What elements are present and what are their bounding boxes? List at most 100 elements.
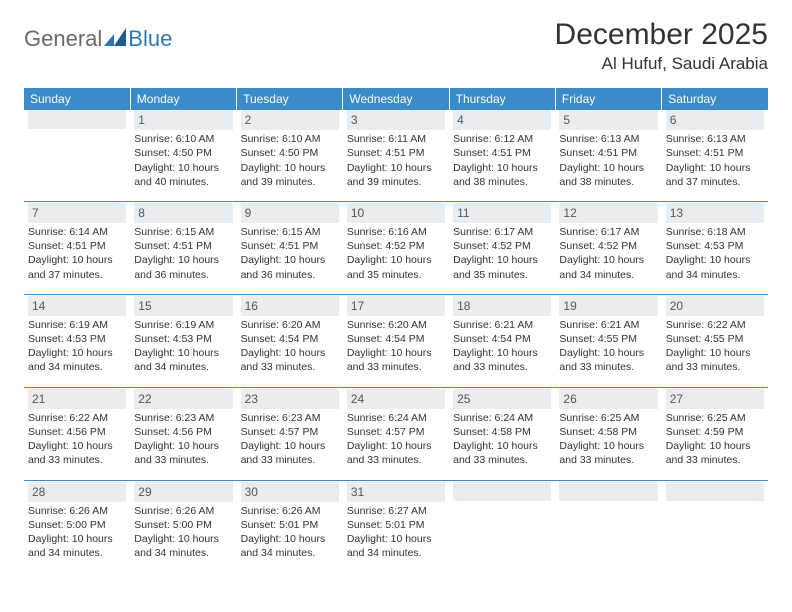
- sunrise-text: Sunrise: 6:18 AM: [666, 225, 764, 239]
- daylight-text: Daylight: 10 hours and 38 minutes.: [559, 161, 657, 189]
- daylight-text: Daylight: 10 hours and 39 minutes.: [347, 161, 445, 189]
- daylight-text: Daylight: 10 hours and 35 minutes.: [453, 253, 551, 281]
- daylight-text: Daylight: 10 hours and 34 minutes.: [134, 346, 232, 374]
- sunset-text: Sunset: 4:57 PM: [241, 425, 339, 439]
- daylight-text: Daylight: 10 hours and 40 minutes.: [134, 161, 232, 189]
- dow-sunday: Sunday: [24, 88, 130, 110]
- sunrise-text: Sunrise: 6:27 AM: [347, 504, 445, 518]
- sunset-text: Sunset: 4:51 PM: [134, 239, 232, 253]
- sunset-text: Sunset: 4:59 PM: [666, 425, 764, 439]
- calendar-day-cell: 12Sunrise: 6:17 AMSunset: 4:52 PMDayligh…: [555, 203, 661, 292]
- calendar-day-cell: [662, 482, 768, 571]
- daylight-text: Daylight: 10 hours and 33 minutes.: [241, 439, 339, 467]
- calendar-day-cell: 2Sunrise: 6:10 AMSunset: 4:50 PMDaylight…: [237, 110, 343, 199]
- day-number: 2: [241, 110, 339, 130]
- location: Al Hufuf, Saudi Arabia: [555, 54, 768, 74]
- calendar-day-cell: 20Sunrise: 6:22 AMSunset: 4:55 PMDayligh…: [662, 296, 768, 385]
- calendar-day-cell: 19Sunrise: 6:21 AMSunset: 4:55 PMDayligh…: [555, 296, 661, 385]
- daylight-text: Daylight: 10 hours and 33 minutes.: [241, 346, 339, 374]
- calendar-day-cell: 15Sunrise: 6:19 AMSunset: 4:53 PMDayligh…: [130, 296, 236, 385]
- day-number: [453, 482, 551, 501]
- day-number: 1: [134, 110, 232, 130]
- logo-text-blue: Blue: [128, 26, 172, 52]
- sunset-text: Sunset: 4:52 PM: [559, 239, 657, 253]
- day-number: 11: [453, 203, 551, 223]
- day-number: 9: [241, 203, 339, 223]
- calendar-day-cell: [449, 482, 555, 571]
- sunrise-text: Sunrise: 6:19 AM: [28, 318, 126, 332]
- sunset-text: Sunset: 4:53 PM: [666, 239, 764, 253]
- logo-icon: [104, 26, 126, 52]
- sunrise-text: Sunrise: 6:22 AM: [28, 411, 126, 425]
- day-number: 12: [559, 203, 657, 223]
- calendar-day-cell: 5Sunrise: 6:13 AMSunset: 4:51 PMDaylight…: [555, 110, 661, 199]
- daylight-text: Daylight: 10 hours and 33 minutes.: [453, 439, 551, 467]
- sunset-text: Sunset: 4:58 PM: [559, 425, 657, 439]
- sunrise-text: Sunrise: 6:15 AM: [241, 225, 339, 239]
- day-number: 27: [666, 389, 764, 409]
- calendar-day-cell: 16Sunrise: 6:20 AMSunset: 4:54 PMDayligh…: [237, 296, 343, 385]
- sunset-text: Sunset: 4:51 PM: [28, 239, 126, 253]
- calendar-body: 1Sunrise: 6:10 AMSunset: 4:50 PMDaylight…: [24, 110, 768, 570]
- daylight-text: Daylight: 10 hours and 34 minutes.: [28, 532, 126, 560]
- calendar-day-cell: 11Sunrise: 6:17 AMSunset: 4:52 PMDayligh…: [449, 203, 555, 292]
- sunrise-text: Sunrise: 6:10 AM: [134, 132, 232, 146]
- sunset-text: Sunset: 5:01 PM: [347, 518, 445, 532]
- dow-thursday: Thursday: [449, 88, 555, 110]
- sunset-text: Sunset: 4:51 PM: [347, 146, 445, 160]
- calendar-day-cell: 7Sunrise: 6:14 AMSunset: 4:51 PMDaylight…: [24, 203, 130, 292]
- sunrise-text: Sunrise: 6:24 AM: [347, 411, 445, 425]
- day-number: 18: [453, 296, 551, 316]
- day-number: 21: [28, 389, 126, 409]
- sunset-text: Sunset: 4:50 PM: [241, 146, 339, 160]
- sunset-text: Sunset: 4:52 PM: [347, 239, 445, 253]
- sunset-text: Sunset: 4:53 PM: [134, 332, 232, 346]
- daylight-text: Daylight: 10 hours and 33 minutes.: [666, 439, 764, 467]
- daylight-text: Daylight: 10 hours and 37 minutes.: [666, 161, 764, 189]
- daylight-text: Daylight: 10 hours and 35 minutes.: [347, 253, 445, 281]
- daylight-text: Daylight: 10 hours and 33 minutes.: [28, 439, 126, 467]
- logo-text-general: General: [24, 26, 102, 52]
- sunrise-text: Sunrise: 6:25 AM: [559, 411, 657, 425]
- calendar-week: 14Sunrise: 6:19 AMSunset: 4:53 PMDayligh…: [24, 296, 768, 385]
- calendar-day-cell: 21Sunrise: 6:22 AMSunset: 4:56 PMDayligh…: [24, 389, 130, 478]
- sunset-text: Sunset: 4:54 PM: [347, 332, 445, 346]
- sunset-text: Sunset: 4:54 PM: [453, 332, 551, 346]
- calendar-week: 21Sunrise: 6:22 AMSunset: 4:56 PMDayligh…: [24, 389, 768, 478]
- day-number: 13: [666, 203, 764, 223]
- daylight-text: Daylight: 10 hours and 36 minutes.: [134, 253, 232, 281]
- sunset-text: Sunset: 4:50 PM: [134, 146, 232, 160]
- sunset-text: Sunset: 5:01 PM: [241, 518, 339, 532]
- header: General Blue December 2025 Al Hufuf, Sau…: [24, 18, 768, 74]
- calendar-day-cell: [555, 482, 661, 571]
- daylight-text: Daylight: 10 hours and 33 minutes.: [453, 346, 551, 374]
- sunset-text: Sunset: 4:53 PM: [28, 332, 126, 346]
- sunset-text: Sunset: 5:00 PM: [134, 518, 232, 532]
- calendar-day-cell: 1 Sunrise: 6:10 AMSunset: 4:50 PMDaylight…: [130, 110, 236, 199]
- sunset-text: Sunset: 5:00 PM: [28, 518, 126, 532]
- sunrise-text: Sunrise: 6:13 AM: [666, 132, 764, 146]
- calendar-day-cell: 23Sunrise: 6:23 AMSunset: 4:57 PMDayligh…: [237, 389, 343, 478]
- sunset-text: Sunset: 4:57 PM: [347, 425, 445, 439]
- month-title: December 2025: [555, 18, 768, 52]
- sunrise-text: Sunrise: 6:19 AM: [134, 318, 232, 332]
- day-number: 24: [347, 389, 445, 409]
- day-number: 3: [347, 110, 445, 130]
- dow-wednesday: Wednesday: [343, 88, 449, 110]
- daylight-text: Daylight: 10 hours and 34 minutes.: [347, 532, 445, 560]
- sunset-text: Sunset: 4:54 PM: [241, 332, 339, 346]
- day-number: 7: [28, 203, 126, 223]
- calendar-day-cell: 18Sunrise: 6:21 AMSunset: 4:54 PMDayligh…: [449, 296, 555, 385]
- calendar-day-cell: 26Sunrise: 6:25 AMSunset: 4:58 PMDayligh…: [555, 389, 661, 478]
- day-number: 17: [347, 296, 445, 316]
- sunrise-text: Sunrise: 6:24 AM: [453, 411, 551, 425]
- calendar-day-cell: 13Sunrise: 6:18 AMSunset: 4:53 PMDayligh…: [662, 203, 768, 292]
- day-number: 30: [241, 482, 339, 502]
- day-number: 5: [559, 110, 657, 130]
- dow-tuesday: Tuesday: [237, 88, 343, 110]
- day-of-week-row: Sunday Monday Tuesday Wednesday Thursday…: [24, 88, 768, 110]
- calendar-day-cell: 10Sunrise: 6:16 AMSunset: 4:52 PMDayligh…: [343, 203, 449, 292]
- day-number: 4: [453, 110, 551, 130]
- calendar-week: 7Sunrise: 6:14 AMSunset: 4:51 PMDaylight…: [24, 203, 768, 292]
- sunset-text: Sunset: 4:51 PM: [559, 146, 657, 160]
